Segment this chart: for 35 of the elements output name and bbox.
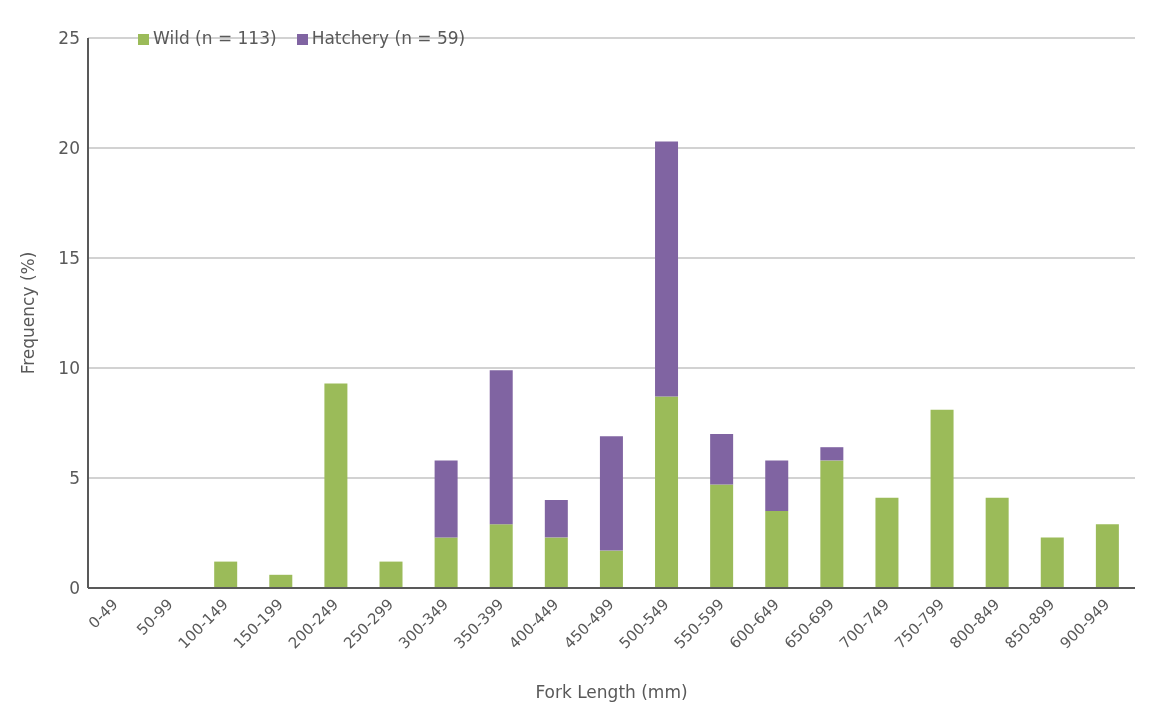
bar xyxy=(544,500,568,538)
bar xyxy=(985,497,1009,588)
bar xyxy=(269,574,293,588)
y-tick-label: 20 xyxy=(58,138,80,159)
bar xyxy=(655,141,679,397)
bar xyxy=(599,550,623,588)
bar xyxy=(434,460,458,538)
bar xyxy=(710,484,734,588)
y-tick-label: 25 xyxy=(58,28,80,49)
y-tick-label: 0 xyxy=(69,578,80,599)
y-tick-label: 15 xyxy=(58,248,80,269)
bar xyxy=(489,524,513,588)
bar xyxy=(324,383,348,588)
bar xyxy=(599,436,623,551)
bar xyxy=(214,561,238,588)
y-axis-title: Frequency (%) xyxy=(18,251,39,375)
bar xyxy=(434,537,458,588)
y-tick-label: 5 xyxy=(69,468,80,489)
bar xyxy=(710,434,734,485)
bar xyxy=(379,561,403,588)
bar xyxy=(820,447,844,461)
bar xyxy=(765,460,789,511)
legend-label: Wild (n = 113) xyxy=(153,28,277,48)
bar xyxy=(655,396,679,588)
x-axis-title: Fork Length (mm) xyxy=(535,682,688,702)
bar xyxy=(875,497,899,588)
bar xyxy=(1040,537,1064,588)
bar xyxy=(544,537,568,588)
bar xyxy=(930,409,954,588)
bar xyxy=(1095,524,1119,588)
bar xyxy=(765,511,789,588)
y-tick-label: 10 xyxy=(58,358,80,379)
bar xyxy=(820,460,844,588)
bar xyxy=(489,370,513,525)
legend-label: Hatchery (n = 59) xyxy=(311,28,466,48)
